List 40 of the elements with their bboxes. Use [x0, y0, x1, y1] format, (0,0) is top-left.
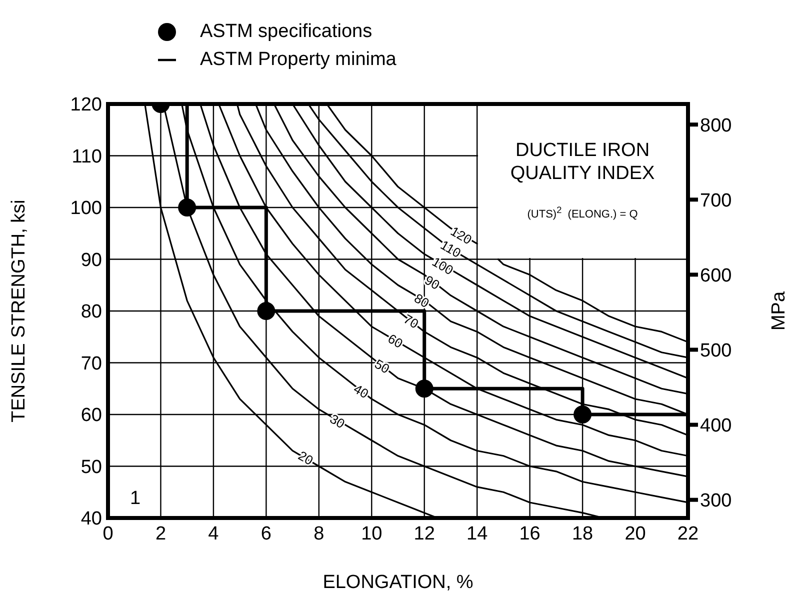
- y-tick-label: 80: [80, 302, 102, 323]
- x-tick-label: 18: [572, 523, 594, 544]
- legend-label: ASTM Property minima: [200, 49, 396, 70]
- y-axis-title: TENSILE STRENGTH, ksi: [8, 200, 30, 422]
- x-tick-label: 22: [677, 523, 699, 544]
- x-tick-label: 0: [102, 523, 114, 544]
- y2-tick-label: 400: [700, 416, 732, 437]
- y-tick-label: 100: [70, 198, 102, 220]
- y-tick-label: 70: [80, 353, 102, 374]
- x-tick-label: 12: [414, 523, 435, 544]
- y2-tick-label: 500: [700, 340, 732, 362]
- x-tick-label: 10: [361, 523, 382, 544]
- y-tick-label: 40: [80, 508, 102, 530]
- legend-label: ASTM specifications: [200, 21, 372, 42]
- y-tick-label: 50: [80, 456, 102, 478]
- annotation: (UTS)$^{2}$ (ELONG.) = Q: [526, 205, 639, 221]
- x-tick-label: 2: [155, 523, 166, 544]
- x-tick-label: 16: [519, 523, 540, 544]
- point: [415, 380, 434, 398]
- y-tick-label: 90: [80, 250, 102, 271]
- text-panel: DUCTILE IRON QUALITY INDEX (UTS)$^{2}$ (ELONG.) = Q: [478, 105, 687, 258]
- y2-tick-label: 700: [700, 190, 732, 212]
- annotation: 70: [401, 311, 422, 332]
- y2-tick-label: 600: [700, 265, 732, 286]
- annotation: 1: [130, 488, 141, 509]
- y-tick-label: 60: [80, 405, 102, 426]
- y-tick-label: 120: [70, 94, 102, 116]
- point: [257, 302, 276, 320]
- annotation: DUCTILE IRON QUALITY INDEX: [509, 139, 656, 185]
- point: [574, 406, 592, 424]
- y-tick-label: 110: [72, 146, 102, 168]
- y2-axis-title: MPa: [768, 291, 790, 331]
- x-axis-title: ELONGATION, %: [322, 572, 474, 593]
- y2-tick-label: 300: [700, 490, 732, 512]
- x-tick-label: 4: [208, 523, 220, 544]
- x-tick-label: 14: [466, 523, 488, 544]
- x-tick-label: 20: [624, 523, 646, 544]
- x-tick-label: 6: [260, 523, 272, 544]
- y2-tick-label: 800: [700, 115, 732, 136]
- x-tick-label: 8: [314, 523, 324, 544]
